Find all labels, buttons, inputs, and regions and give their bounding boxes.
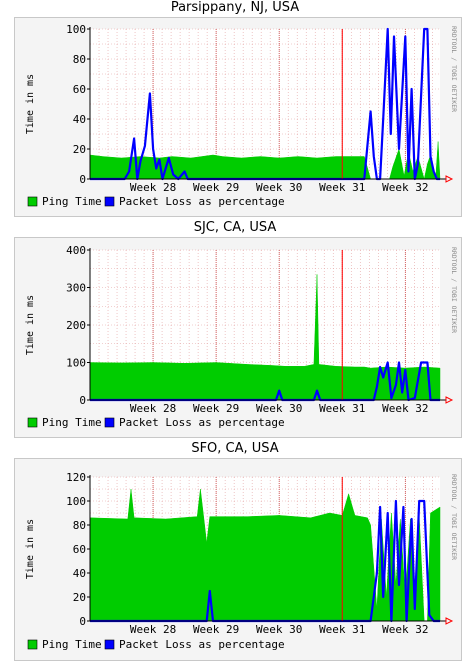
chart-title: SJC, CA, USA xyxy=(193,220,277,235)
y-tick-label: 100 xyxy=(66,23,86,36)
x-tick-label: Week 31 xyxy=(319,623,365,636)
x-tick-label: Week 32 xyxy=(382,623,428,636)
y-tick-label: 0 xyxy=(79,394,86,407)
x-tick-label: Week 28 xyxy=(130,181,176,194)
legend-label: Ping Time xyxy=(42,638,102,651)
y-tick-label: 60 xyxy=(73,83,86,96)
legend-label: Packet Loss as percentage xyxy=(119,416,285,429)
x-tick-label: Week 32 xyxy=(382,181,428,194)
x-axis-arrow xyxy=(445,617,454,625)
y-axis-label: Time in ms xyxy=(25,74,36,134)
y-tick-label: 100 xyxy=(66,495,86,508)
legend-label: Packet Loss as percentage xyxy=(119,638,285,651)
x-tick-label: Week 30 xyxy=(256,181,302,194)
series-line-packet-loss xyxy=(90,27,440,181)
legend-swatch xyxy=(104,417,115,428)
watermark-text: RRDTOOL / TOBI OETIKER xyxy=(450,474,458,560)
y-tick-label: 120 xyxy=(66,471,86,484)
legend-swatch xyxy=(27,417,38,428)
y-axis-label: Time in ms xyxy=(25,295,36,355)
y-tick-label: 60 xyxy=(73,543,86,556)
y-tick-label: 100 xyxy=(66,357,86,370)
legend-label: Ping Time xyxy=(42,195,102,208)
y-tick-label: 200 xyxy=(66,319,86,332)
y-tick-label: 0 xyxy=(79,615,86,628)
y-tick-label: 40 xyxy=(73,113,86,126)
x-tick-label: Week 31 xyxy=(319,181,365,194)
chart-title: Parsippany, NJ, USA xyxy=(170,0,300,15)
x-tick-label: Week 29 xyxy=(193,181,239,194)
x-tick-label: Week 29 xyxy=(193,402,239,415)
chart-title: SFO, CA, USA xyxy=(191,441,279,456)
legend-swatch xyxy=(104,196,115,207)
y-tick-label: 0 xyxy=(79,173,86,186)
x-tick-label: Week 31 xyxy=(319,402,365,415)
y-tick-label: 400 xyxy=(66,244,86,257)
x-tick-label: Week 32 xyxy=(382,402,428,415)
watermark-text: RRDTOOL / TOBI OETIKER xyxy=(450,26,458,112)
series-area-ping-time xyxy=(89,141,441,180)
y-axis-label: Time in ms xyxy=(25,519,36,579)
legend-swatch xyxy=(27,639,38,650)
y-tick-label: 20 xyxy=(73,591,86,604)
y-tick-label: 40 xyxy=(73,567,86,580)
chart-parsippany: 0 20 40 60 80 100 Week 28 Week 29 Week 30 Week 31… xyxy=(25,23,458,208)
x-tick-label: Week 28 xyxy=(130,402,176,415)
x-tick-label: Week 29 xyxy=(193,623,239,636)
y-tick-label: 80 xyxy=(73,519,86,532)
x-tick-label: Week 28 xyxy=(130,623,176,636)
series-area-ping-time xyxy=(89,488,441,622)
legend-swatch xyxy=(27,196,38,207)
x-tick-label: Week 30 xyxy=(256,402,302,415)
x-axis-arrow xyxy=(445,175,454,183)
y-tick-label: 20 xyxy=(73,143,86,156)
legend-label: Packet Loss as percentage xyxy=(119,195,285,208)
y-tick-label: 300 xyxy=(66,282,86,295)
series-area-ping-time xyxy=(89,274,441,401)
legend-label: Ping Time xyxy=(42,416,102,429)
x-tick-label: Week 30 xyxy=(256,623,302,636)
legend-swatch xyxy=(104,639,115,650)
y-tick-label: 80 xyxy=(73,53,86,66)
watermark-text: RRDTOOL / TOBI OETIKER xyxy=(450,247,458,333)
chart-sjc: 0 100 200 300 400 Week 28 Week 29 Week 30 Week 3… xyxy=(25,244,458,429)
x-axis-arrow xyxy=(445,396,454,404)
